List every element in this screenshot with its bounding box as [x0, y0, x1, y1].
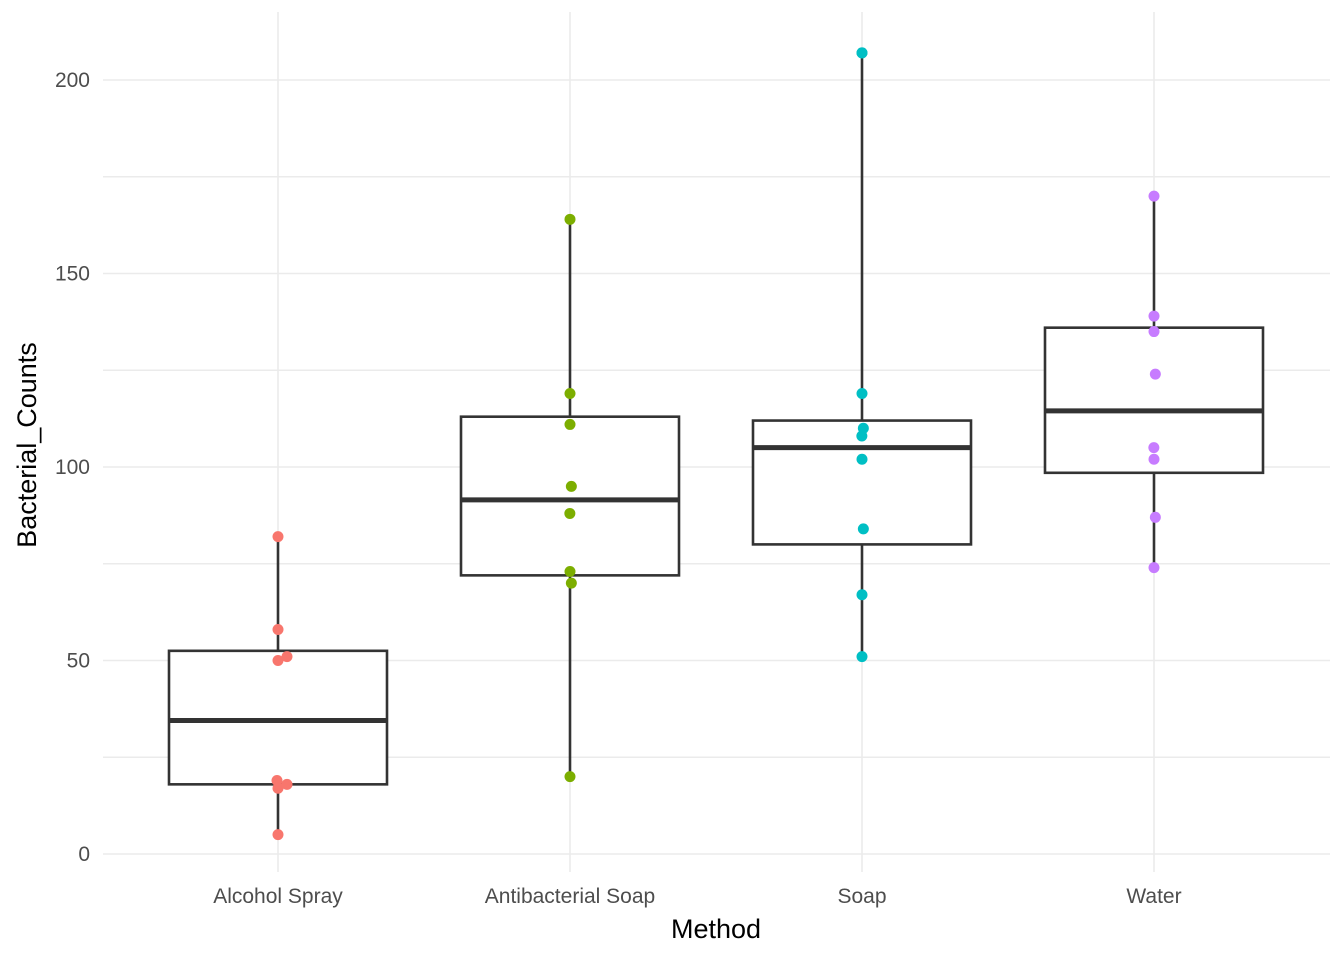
y-tick-label: 150	[55, 263, 90, 286]
data-point	[272, 829, 284, 841]
data-point	[1148, 453, 1160, 465]
x-tick-label: Alcohol Spray	[213, 885, 343, 908]
data-point	[856, 589, 868, 601]
data-point	[564, 387, 576, 399]
data-point	[272, 624, 284, 636]
y-tick-labels: 0 50 100 150 200	[55, 69, 90, 866]
data-points	[271, 47, 1161, 841]
data-point	[856, 47, 868, 59]
y-tick-label: 0	[78, 843, 90, 866]
data-point	[1149, 368, 1161, 380]
data-point	[272, 531, 284, 543]
data-point	[1148, 326, 1160, 338]
x-axis-title: Method	[671, 914, 761, 944]
data-point	[272, 655, 284, 666]
data-point	[565, 480, 577, 492]
data-point	[281, 651, 293, 663]
data-point	[856, 387, 868, 399]
x-tick-label: Water	[1126, 885, 1181, 908]
data-point	[1148, 310, 1160, 322]
data-point	[564, 507, 576, 519]
y-axis-title: Bacterial_Counts	[12, 342, 42, 548]
data-point	[857, 523, 869, 535]
data-point	[1148, 442, 1160, 454]
y-tick-label: 100	[55, 456, 90, 479]
data-point	[856, 651, 868, 663]
data-point	[1148, 562, 1160, 574]
data-point	[564, 213, 576, 225]
data-point	[281, 778, 293, 790]
boxes	[167, 52, 1265, 835]
box-iqr	[167, 649, 389, 786]
data-point	[1149, 511, 1161, 523]
data-point	[564, 771, 576, 783]
data-point	[564, 565, 576, 577]
data-point	[856, 453, 868, 465]
data-point	[1148, 190, 1160, 202]
box-iqr	[459, 415, 681, 577]
x-tick-labels: Alcohol Spray Antibacterial Soap Soap Water	[213, 885, 1181, 908]
x-tick-label: Soap	[837, 885, 886, 908]
data-point	[856, 430, 868, 442]
y-tick-label: 50	[67, 650, 90, 673]
data-point	[564, 418, 576, 430]
data-point	[272, 782, 284, 794]
x-tick-label: Antibacterial Soap	[485, 885, 655, 908]
y-tick-label: 200	[55, 69, 90, 92]
data-point	[565, 577, 577, 589]
